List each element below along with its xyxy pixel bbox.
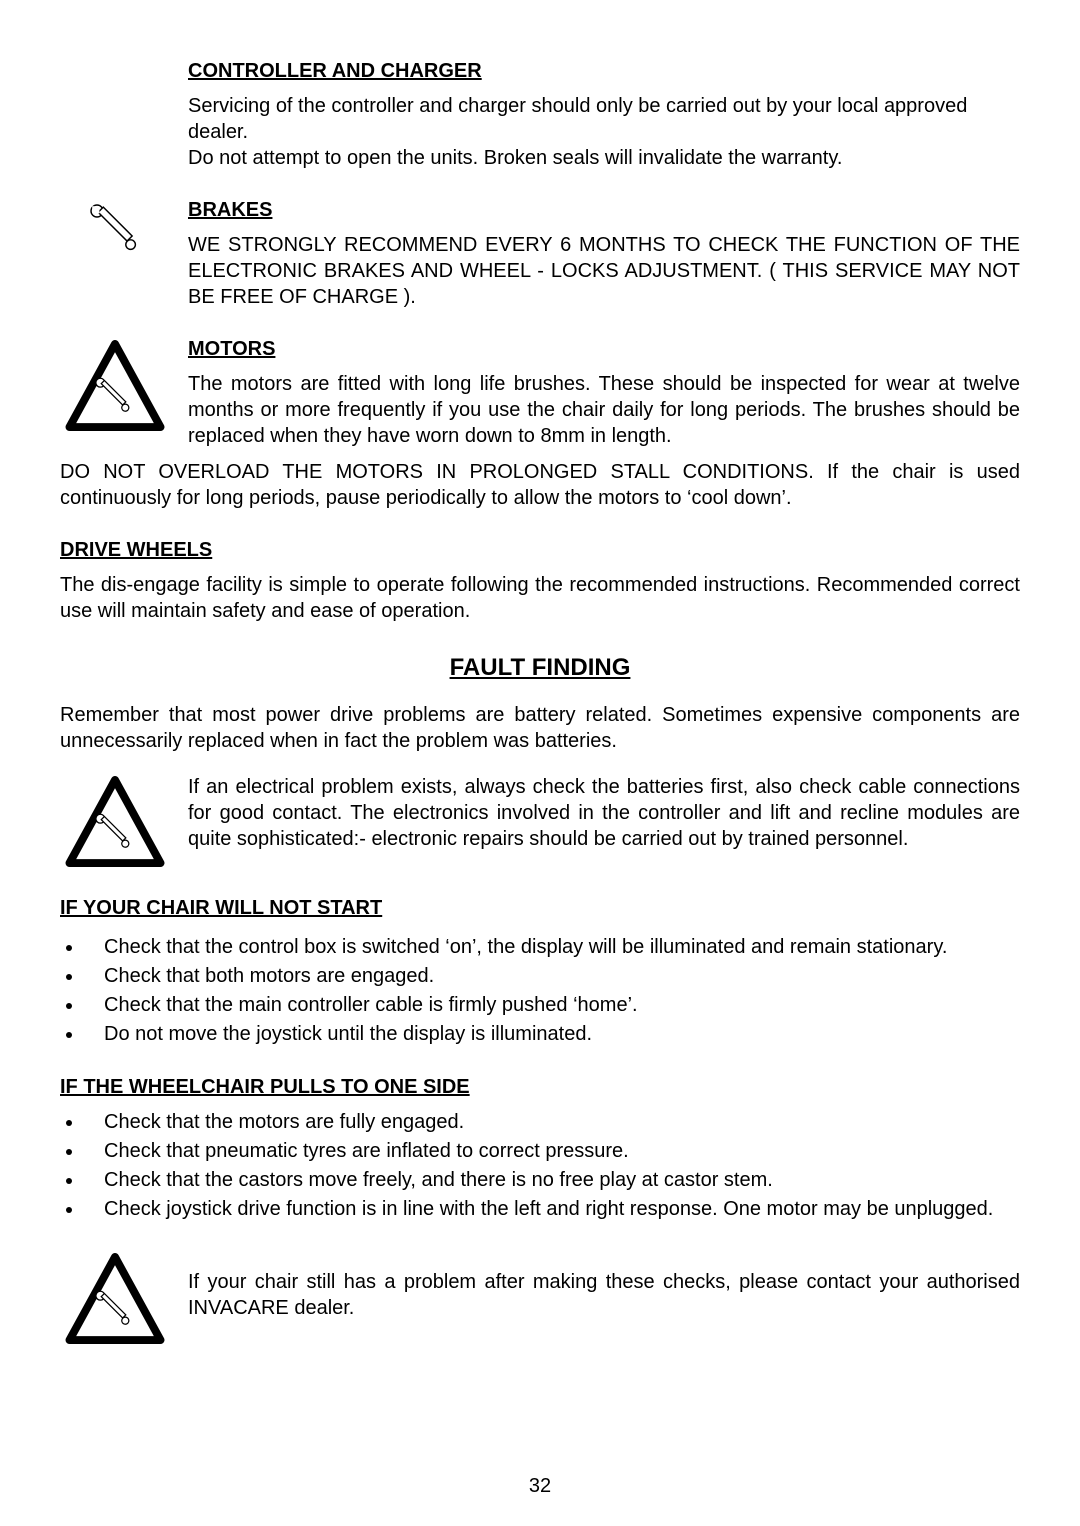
list-item: Check that the castors move freely, and …	[84, 1167, 1020, 1194]
section-wont-start: IF YOUR CHAIR WILL NOT START Check that …	[60, 897, 1020, 1048]
heading-fault-finding: FAULT FINDING	[60, 654, 1020, 682]
list-item: Check that the control box is switched ‘…	[84, 934, 1020, 961]
para-motors-2: DO NOT OVERLOAD THE MOTORS IN PROLONGED …	[60, 459, 1020, 511]
heading-brakes: BRAKES	[188, 199, 1020, 222]
para-fault-note: If an electrical problem exists, always …	[188, 774, 1020, 852]
heading-pulls-side: IF THE WHEELCHAIR PULLS TO ONE SIDE	[60, 1076, 1020, 1099]
section-motors: MOTORS The motors are fitted with long l…	[60, 338, 1020, 511]
wrench-icon	[60, 199, 170, 259]
para-brakes: WE STRONGLY RECOMMEND EVERY 6 MONTHS TO …	[188, 232, 1020, 310]
heading-controller: CONTROLLER AND CHARGER	[188, 60, 1020, 83]
warning-wrench-icon	[60, 1251, 170, 1346]
list-item: Check that the main controller cable is …	[84, 992, 1020, 1019]
section-drive-wheels: DRIVE WHEELS The dis-engage facility is …	[60, 539, 1020, 624]
section-pulls-side: IF THE WHEELCHAIR PULLS TO ONE SIDE Chec…	[60, 1076, 1020, 1223]
para-controller-2: Do not attempt to open the units. Broken…	[188, 145, 1020, 171]
list-pulls-side: Check that the motors are fully engaged.…	[84, 1109, 1020, 1223]
section-final-note: If your chair still has a problem after …	[60, 1251, 1020, 1346]
warning-wrench-icon	[60, 774, 170, 869]
heading-motors: MOTORS	[188, 338, 1020, 361]
section-fault-note: If an electrical problem exists, always …	[60, 774, 1020, 869]
page-number: 32	[0, 1475, 1080, 1498]
heading-drive-wheels: DRIVE WHEELS	[60, 539, 1020, 562]
list-item: Check that pneumatic tyres are inflated …	[84, 1138, 1020, 1165]
list-item: Check joystick drive function is in line…	[84, 1196, 1020, 1223]
para-motors-1: The motors are fitted with long life bru…	[188, 371, 1020, 449]
list-wont-start: Check that the control box is switched ‘…	[84, 934, 1020, 1048]
section-controller: CONTROLLER AND CHARGER Servicing of the …	[188, 60, 1020, 171]
list-item: Do not move the joystick until the displ…	[84, 1021, 1020, 1048]
section-brakes: BRAKES WE STRONGLY RECOMMEND EVERY 6 MON…	[60, 199, 1020, 310]
list-item: Check that the motors are fully engaged.	[84, 1109, 1020, 1136]
para-controller-1: Servicing of the controller and charger …	[188, 93, 1020, 145]
heading-wont-start: IF YOUR CHAIR WILL NOT START	[60, 897, 1020, 920]
para-final-note: If your chair still has a problem after …	[188, 1269, 1020, 1321]
list-item: Check that both motors are engaged.	[84, 963, 1020, 990]
para-drive-wheels: The dis-engage facility is simple to ope…	[60, 572, 1020, 624]
para-fault-intro: Remember that most power drive problems …	[60, 702, 1020, 754]
warning-wrench-icon	[60, 338, 170, 433]
